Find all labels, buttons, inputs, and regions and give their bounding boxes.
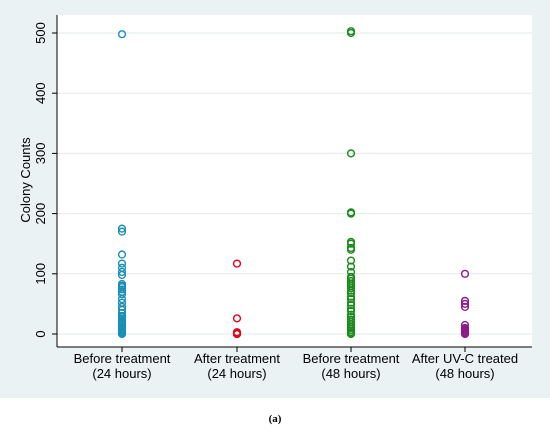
data-point xyxy=(117,259,127,268)
x-tick-label: Before treatment xyxy=(303,351,400,366)
y-tick-label: 200 xyxy=(33,203,48,225)
data-point xyxy=(117,30,127,39)
data-point xyxy=(117,308,127,318)
data-point xyxy=(346,320,356,329)
data-point xyxy=(460,296,470,305)
x-tick-label: (48 hours) xyxy=(321,366,380,381)
data-point xyxy=(117,329,127,339)
plot-area xyxy=(57,15,532,347)
data-point xyxy=(117,267,127,277)
data-point xyxy=(346,294,356,304)
y-tick-label: 300 xyxy=(33,143,48,165)
data-point xyxy=(117,250,127,259)
data-point xyxy=(346,329,356,339)
x-tick-label: (24 hours) xyxy=(92,366,151,381)
data-point xyxy=(232,259,242,268)
data-point xyxy=(346,284,356,293)
data-point xyxy=(117,285,127,294)
x-tick-label: Before treatment xyxy=(74,351,171,366)
data-point xyxy=(117,270,127,280)
figure-caption: (a) xyxy=(269,413,282,425)
data-point xyxy=(346,307,356,316)
data-point xyxy=(460,299,470,309)
data-point xyxy=(346,301,356,310)
data-point xyxy=(346,298,356,307)
data-point xyxy=(346,292,356,301)
data-point xyxy=(117,294,127,304)
data-point xyxy=(346,304,356,313)
data-point xyxy=(117,302,127,312)
data-point xyxy=(232,329,242,339)
data-point xyxy=(346,149,356,158)
x-ticks: Before treatment(24 hours)After treatmen… xyxy=(74,347,518,381)
data-point xyxy=(117,227,127,236)
series-group xyxy=(117,30,127,339)
y-tick-label: 0 xyxy=(33,330,48,337)
data-point xyxy=(460,302,470,312)
x-tick-label: (24 hours) xyxy=(207,366,266,381)
data-point xyxy=(232,314,242,323)
x-tick-label: (48 hours) xyxy=(435,366,494,381)
y-axis-label: Colony Counts xyxy=(18,137,33,223)
data-point xyxy=(346,239,356,248)
series-group xyxy=(346,27,356,339)
data-point xyxy=(117,290,127,299)
data-point xyxy=(346,286,356,295)
grid-layer xyxy=(57,32,532,335)
data-point xyxy=(460,329,470,339)
data-point xyxy=(346,245,356,254)
y-ticks: 0 100 200 300 400 500 xyxy=(33,22,57,338)
data-point xyxy=(346,288,356,298)
data-point xyxy=(346,262,356,271)
data-point xyxy=(117,224,127,233)
data-point xyxy=(460,269,470,278)
y-tick-label: 400 xyxy=(33,82,48,104)
data-point xyxy=(346,256,356,265)
x-tick-label: After treatment xyxy=(194,351,280,366)
y-tick-label: 500 xyxy=(33,22,48,44)
data-points xyxy=(117,27,470,339)
data-point xyxy=(346,28,356,38)
series-group xyxy=(232,259,242,339)
x-tick-label: After UV-C treated xyxy=(412,351,518,366)
data-point xyxy=(346,209,356,218)
y-tick-label: 100 xyxy=(33,263,48,285)
series-group xyxy=(460,269,470,339)
